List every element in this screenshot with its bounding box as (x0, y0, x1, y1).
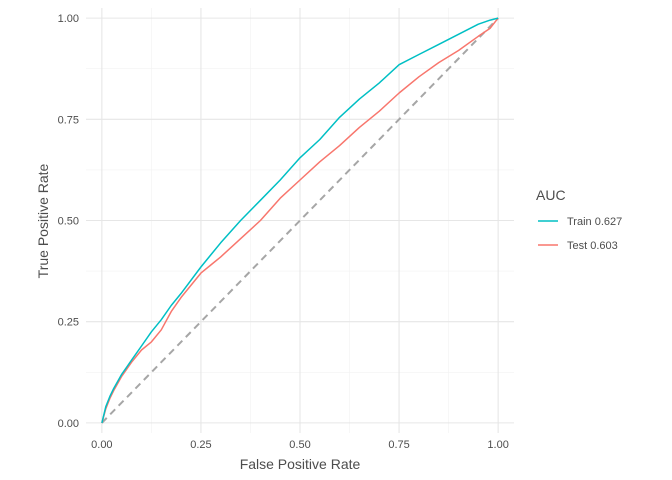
y-tick-label: 0.50 (58, 216, 79, 228)
x-tick-label: 1.00 (487, 439, 508, 451)
reference-line (101, 17, 499, 424)
y-tick-labels: 0.00 0.25 0.50 0.75 1.00 (58, 13, 79, 430)
series-lines (101, 17, 499, 424)
legend: AUC Train 0.627 Test 0.603 (536, 187, 622, 252)
y-axis-title: True Positive Rate (35, 163, 51, 278)
y-tick-label: 0.25 (58, 317, 79, 329)
grid (86, 8, 514, 433)
y-tick-label: 0.75 (58, 114, 79, 126)
legend-label: Test 0.603 (567, 240, 618, 252)
x-tick-labels: 0.00 0.25 0.50 0.75 1.00 (91, 439, 509, 451)
x-tick-label: 0.25 (190, 439, 211, 451)
legend-label: Train 0.627 (567, 216, 622, 228)
x-tick-label: 0.50 (289, 439, 310, 451)
legend-title: AUC (536, 187, 566, 203)
y-tick-label: 0.00 (58, 418, 79, 430)
x-tick-label: 0.00 (91, 439, 112, 451)
x-axis-title: False Positive Rate (240, 456, 361, 472)
reference-line-group (101, 17, 499, 424)
x-tick-label: 0.75 (388, 439, 409, 451)
series-line (101, 17, 499, 424)
series-line (101, 17, 499, 424)
y-tick-label: 1.00 (58, 13, 79, 25)
